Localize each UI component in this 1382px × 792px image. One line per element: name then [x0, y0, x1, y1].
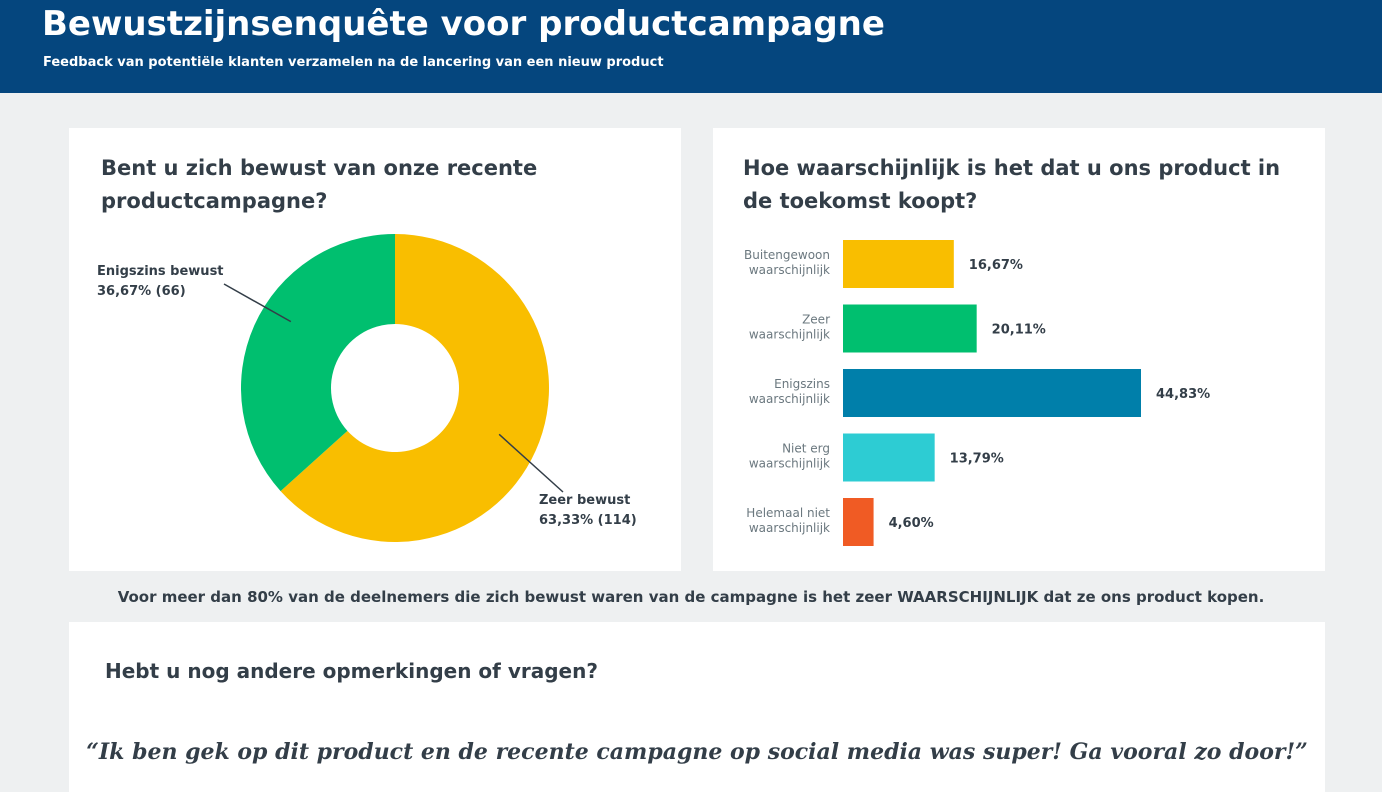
bar-category-label-1-1: waarschijnlijk — [749, 328, 830, 342]
bar-2 — [843, 369, 1141, 417]
comments-card: Hebt u nog andere opmerkingen of vragen?… — [69, 622, 1325, 792]
bar-4 — [843, 498, 874, 546]
bar-category-label-1-0: Zeer — [802, 313, 830, 327]
donut-label-name-0: Zeer bewust — [539, 493, 630, 508]
bar-category-label-3-1: waarschijnlijk — [749, 457, 830, 471]
awareness-card: Bent u zich bewust van onze recente prod… — [69, 128, 681, 571]
bar-1 — [843, 304, 977, 353]
donut-leader-line-0 — [498, 433, 564, 493]
donut-label-name-1: Enigszins bewust — [97, 264, 224, 279]
donut-slice-1 — [241, 234, 395, 492]
bar-value-label-4: 4,60% — [889, 516, 934, 531]
bar-value-label-3: 13,79% — [950, 452, 1004, 467]
summary-text: Voor meer dan 80% van de deelnemers die … — [117, 588, 1265, 606]
donut-slice-0 — [280, 234, 550, 542]
page-title: Bewustzijnsenquête voor productcampagne — [42, 4, 885, 44]
page-header: Bewustzijnsenquête voor productcampagne … — [0, 0, 1382, 93]
awareness-donut-chart: Zeer bewust 63,33% (114) Enigszins bewust 3… — [97, 234, 637, 542]
bar-category-label-0-0: Buitengewoon — [744, 248, 830, 262]
bar-3 — [843, 433, 935, 482]
awareness-chart-title: Bent u zich bewust van onze recente prod… — [101, 156, 538, 213]
bar-value-label-1: 20,11% — [992, 323, 1046, 338]
bar-value-label-0: 16,67% — [969, 258, 1023, 273]
bar-0 — [843, 240, 954, 288]
donut-leader-line-1 — [223, 283, 292, 323]
comments-question: Hebt u nog andere opmerkingen of vragen? — [105, 659, 598, 683]
bar-category-label-3-0: Niet erg — [782, 442, 830, 456]
bar-value-label-2: 44,83% — [1156, 387, 1210, 402]
bar-category-label-2-1: waarschijnlijk — [749, 392, 830, 406]
donut-label-value-0: 63,33% (114) — [539, 513, 637, 528]
bar-category-label-2-0: Enigszins — [774, 377, 830, 391]
comment-quote: “Ik ben gek op dit product en de recente… — [86, 739, 1308, 765]
bar-category-label-0-1: waarschijnlijk — [749, 263, 830, 277]
likelihood-card: Hoe waarschijnlijk is het dat u ons prod… — [713, 128, 1325, 571]
bar-category-label-4-1: waarschijnlijk — [749, 521, 830, 535]
likelihood-chart-title: Hoe waarschijnlijk is het dat u ons prod… — [743, 156, 1281, 213]
page-subtitle: Feedback van potentiële klanten verzamel… — [43, 55, 664, 70]
bar-category-label-4-0: Helemaal niet — [746, 506, 830, 520]
donut-label-value-1: 36,67% (66) — [97, 284, 186, 299]
